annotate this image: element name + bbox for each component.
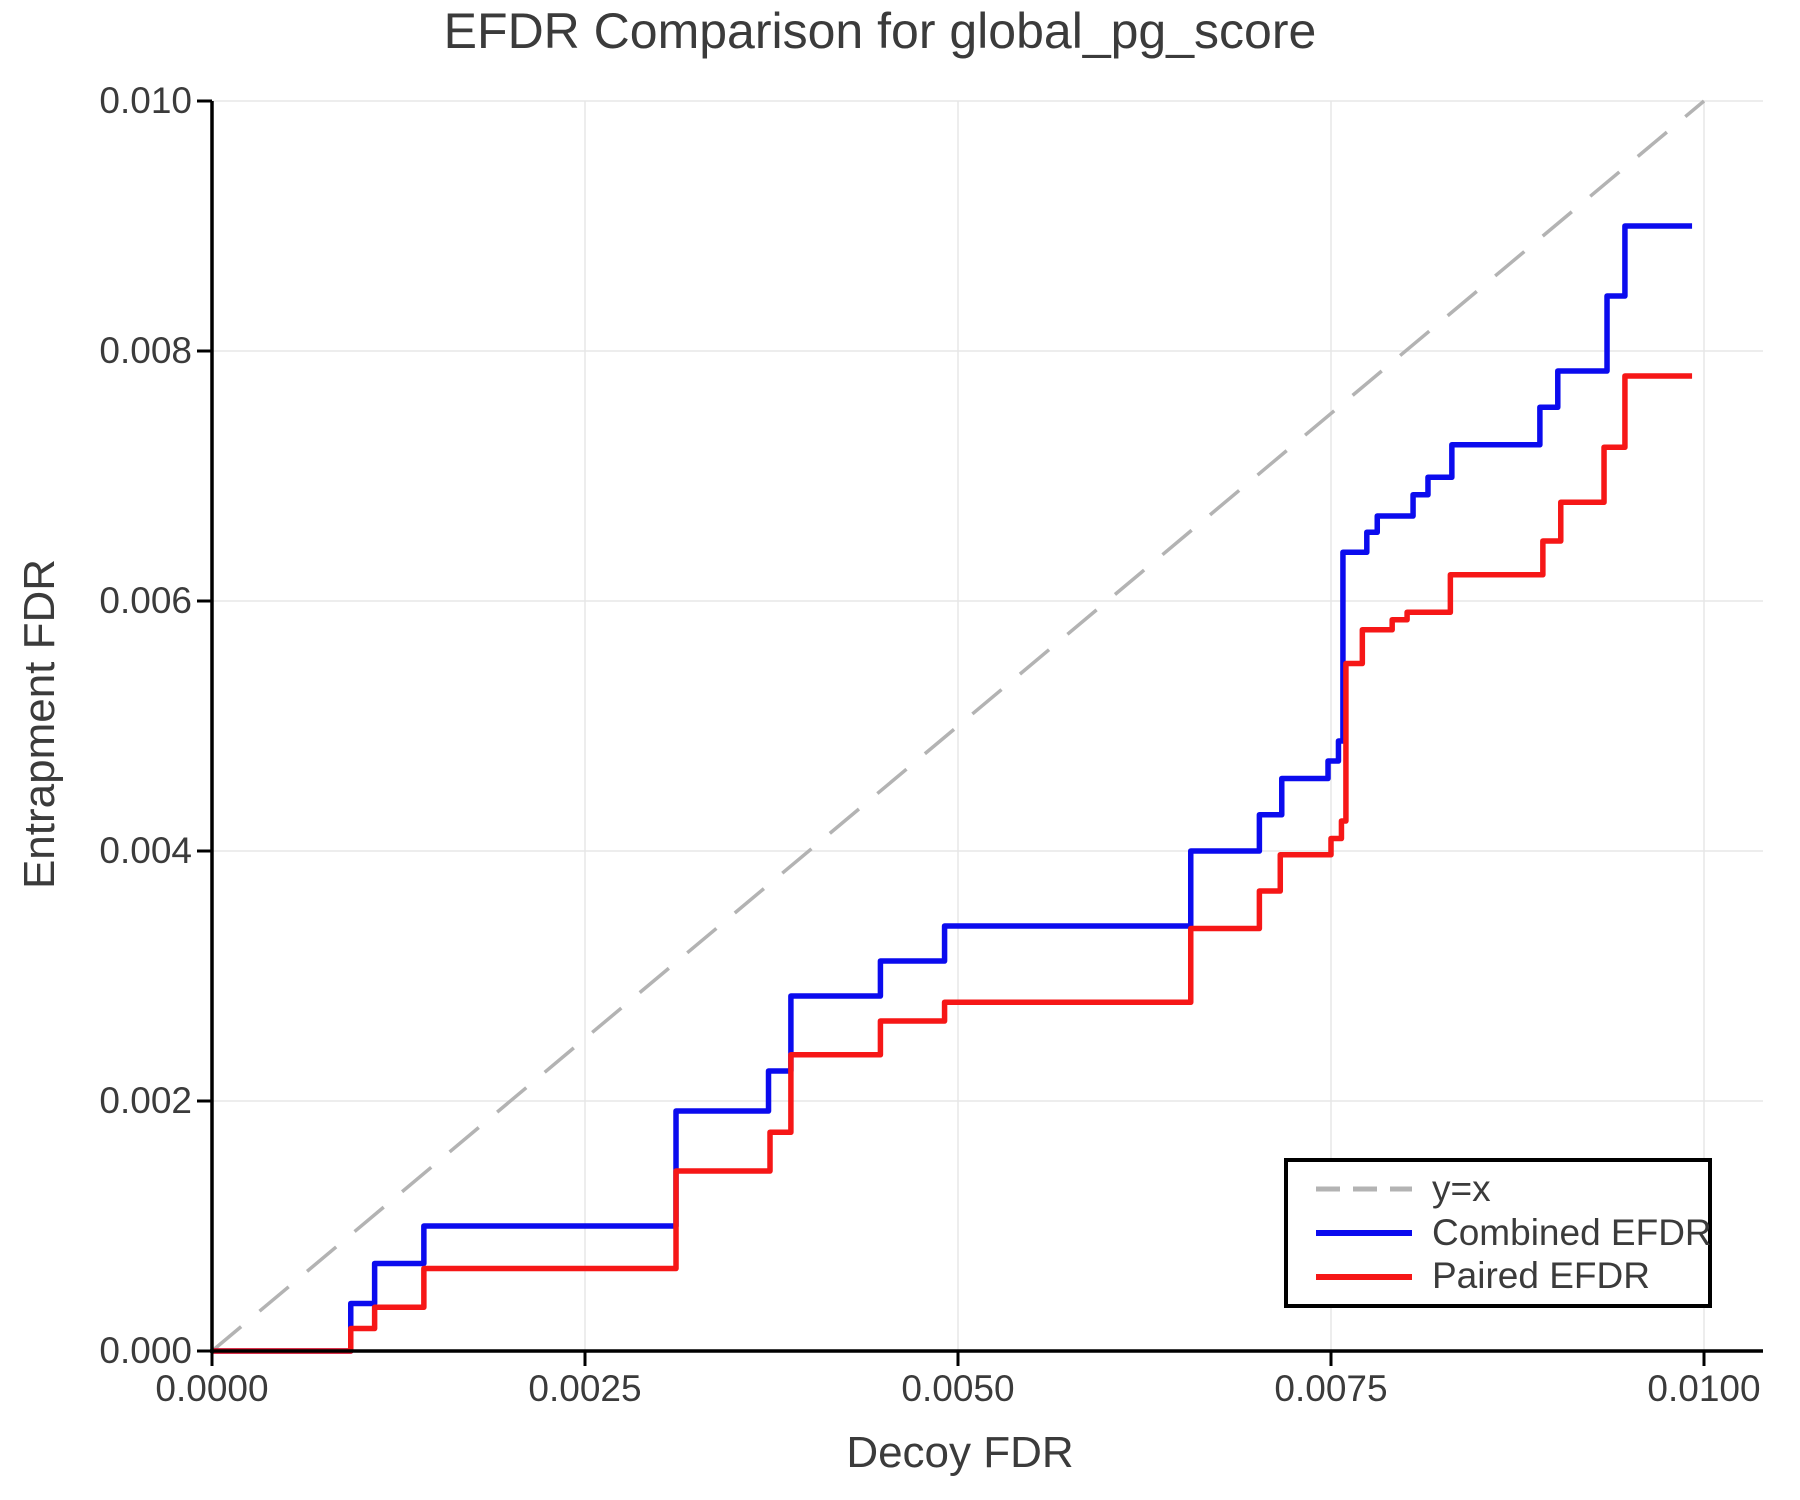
paired-efdr-line: [212, 373, 1693, 1354]
combined-efdr-sample-icon: [1316, 1230, 1412, 1236]
identity-line-sample-icon: [1316, 1186, 1412, 1192]
y-tick-label: 0.008: [99, 330, 192, 371]
y-tick-label: 0.002: [99, 1080, 192, 1121]
identity-line: [210, 99, 1706, 1353]
legend-item-paired-efdr: Paired EFDR: [1314, 1256, 1708, 1297]
y-tick-label: 0.004: [99, 830, 192, 871]
y-tick-label: 0.010: [99, 80, 192, 121]
legend: y=x Combined EFDR Paired EFDR: [1284, 1158, 1712, 1308]
x-tick-label: 0.0100: [1647, 1368, 1761, 1409]
x-tick-label: 0.0075: [1274, 1368, 1388, 1409]
legend-item-identity: y=x: [1314, 1167, 1708, 1210]
legend-label-identity: y=x: [1432, 1167, 1491, 1209]
legend-item-combined-efdr: Combined EFDR: [1314, 1212, 1712, 1254]
x-axis-title: Decoy FDR: [846, 1428, 1074, 1477]
legend-label-combined-efdr: Combined EFDR: [1432, 1211, 1712, 1253]
combined-efdr-line: [212, 223, 1693, 1354]
chart-title: EFDR Comparison for global_pg_score: [443, 3, 1317, 59]
x-tick-label: 0.0050: [901, 1368, 1015, 1409]
x-tick-label: 0.0025: [528, 1368, 642, 1409]
x-tick-label: 0.0000: [155, 1368, 269, 1409]
legend-label-paired-efdr: Paired EFDR: [1432, 1255, 1650, 1297]
paired-efdr-sample-icon: [1316, 1273, 1412, 1280]
y-tick-label: 0.000: [99, 1330, 192, 1371]
y-tick-label: 0.006: [99, 580, 192, 621]
